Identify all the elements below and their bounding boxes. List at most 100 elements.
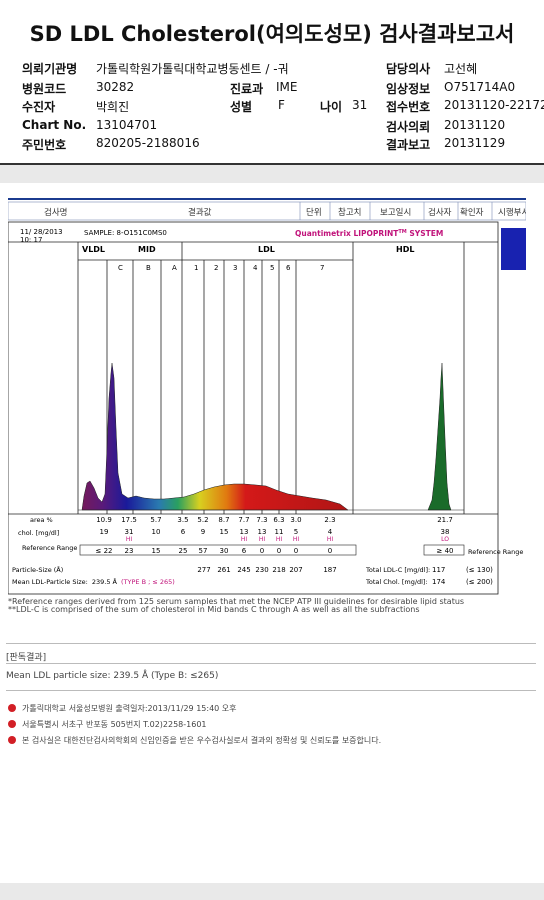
band-labels: C B A 1 2 3 4 5 6 7 xyxy=(118,264,324,272)
chol-value-7: 13 xyxy=(258,528,267,536)
col-report-datetime: 보고일시 xyxy=(380,208,411,218)
chol-value-5: 15 xyxy=(220,528,229,536)
flag-8: HI xyxy=(276,536,283,543)
result-text: Mean LDL particle size: 239.5 Å (Type B:… xyxy=(6,671,219,681)
gray-band-bottom xyxy=(0,883,544,900)
value-department: IME xyxy=(276,80,298,94)
label-department: 진료과 xyxy=(230,82,264,96)
band-4: 4 xyxy=(253,264,258,272)
area-value-6: 7.7 xyxy=(238,516,249,524)
group-ldl: LDL xyxy=(258,245,275,254)
note-hospital: 가톨릭대학교 서울성모병원 출력일자:2013/11/29 15:40 오후 xyxy=(8,703,237,714)
band-3: 3 xyxy=(233,264,237,272)
reference-value-8: 0 xyxy=(277,547,281,555)
result-divider-mid xyxy=(6,663,536,664)
area-value-10: 2.3 xyxy=(324,516,335,524)
reference-value-7: 0 xyxy=(260,547,264,555)
note-certification: 본 검사실은 대한진단검사의학회의 신임인증을 받은 우수검사실로서 결과의 정… xyxy=(8,735,381,746)
band-1: 1 xyxy=(194,264,198,272)
total-ldl-label: Total LDL-C [mg/dl]: xyxy=(365,566,430,574)
reference-value-1: 23 xyxy=(125,547,134,555)
area-value-1: 17.5 xyxy=(121,516,137,524)
label-request-date: 검사의뢰 xyxy=(386,120,431,134)
flag-values: HI HI HI HI HI HI LO xyxy=(126,536,449,543)
chol-value-9: 5 xyxy=(294,528,298,536)
label-chart-no: Chart No. xyxy=(22,118,87,132)
label-clinical-info: 임상정보 xyxy=(386,82,431,96)
label-hospital-code: 병원코드 xyxy=(22,82,67,96)
reference-value-10: 0 xyxy=(328,547,332,555)
col-reference: 참고치 xyxy=(338,208,361,218)
particle-size-6: 187 xyxy=(323,566,336,574)
brand-label: Quantimetrix LIPOPRINTTM SYSTEM xyxy=(295,229,443,238)
area-value-7: 7.3 xyxy=(256,516,267,524)
reference-value-2: 15 xyxy=(152,547,161,555)
area-value-8: 6.3 xyxy=(273,516,284,524)
label-sex: 성별 xyxy=(230,100,253,114)
chol-value-1: 31 xyxy=(125,528,134,536)
bullet-icon xyxy=(8,720,16,728)
reference-range-right-label: Reference Range xyxy=(468,548,523,556)
band-6: 6 xyxy=(286,264,291,272)
label-report-date: 결과보고 xyxy=(386,138,431,152)
chol-value-3: 6 xyxy=(181,528,186,536)
row-label-reference: Reference Range xyxy=(22,544,77,552)
total-chol-label: Total Chol. [mg/dl]: xyxy=(365,578,428,586)
label-doctor: 담당의사 xyxy=(386,62,431,76)
area-value-9: 3.0 xyxy=(290,516,301,524)
flag-10: HI xyxy=(327,536,334,543)
particle-size-0: 277 xyxy=(197,566,210,574)
band-a: A xyxy=(172,264,177,272)
band-b: B xyxy=(146,264,151,272)
label-age: 나이 xyxy=(320,100,343,114)
note-address: 서울특별시 서초구 반포동 505번지 T.02)2258-1601 xyxy=(8,719,207,730)
value-doctor: 고선혜 xyxy=(444,62,478,76)
value-reception-no: 20131120-22172 xyxy=(444,98,544,112)
area-value-3: 3.5 xyxy=(177,516,188,524)
particle-size-4: 218 xyxy=(272,566,285,574)
reference-value-5: 30 xyxy=(220,547,229,555)
value-sex: F xyxy=(278,98,285,112)
area-value-4: 5.2 xyxy=(197,516,208,524)
particle-size-1: 261 xyxy=(217,566,230,574)
flag-1: HI xyxy=(126,536,133,543)
reference-value-4: 57 xyxy=(199,547,208,555)
chol-value-2: 10 xyxy=(152,528,161,536)
result-divider-bottom xyxy=(6,690,536,691)
result-title: [판독결과] xyxy=(6,653,47,663)
band-c: C xyxy=(118,264,123,272)
area-value-0: 10.9 xyxy=(96,516,112,524)
band-5: 5 xyxy=(270,264,274,272)
reference-value-6: 6 xyxy=(242,547,247,555)
area-value-11: 21.7 xyxy=(437,516,453,524)
gray-band xyxy=(0,165,544,183)
value-age: 31 xyxy=(352,98,368,112)
reference-value-9: 0 xyxy=(294,547,298,555)
lipoprint-report: 검사명 결과값 단위 참고치 보고일시 검사자 확인자 시행부서 11/ 28/… xyxy=(8,198,526,595)
value-clinical-info: O751714A0 xyxy=(444,80,516,94)
area-values: 10.9 17.5 5.7 3.5 5.2 8.7 7.7 7.3 6.3 3.0 2.3 21.7 xyxy=(96,516,453,524)
value-hospital-code: 30282 xyxy=(96,80,135,94)
col-verifier: 확인자 xyxy=(460,207,484,218)
value-chart-no: 13104701 xyxy=(96,118,158,132)
row-label-area: area % xyxy=(30,516,53,524)
chol-values: 19 31 10 6 9 15 13 13 11 5 4 38 xyxy=(100,528,450,536)
flag-7: HI xyxy=(259,536,266,543)
footnote-1: *Reference ranges derived from 125 serum… xyxy=(8,597,465,606)
group-mid: MID xyxy=(138,245,156,254)
chol-value-8: 11 xyxy=(275,528,284,536)
total-chol-ref: (≤ 200) xyxy=(466,578,493,586)
col-department: 시행부서 xyxy=(498,207,526,218)
chol-value-10: 4 xyxy=(328,528,333,536)
col-unit: 단위 xyxy=(306,207,322,218)
reference-value-3: 25 xyxy=(179,547,188,555)
reference-value-11: ≥ 40 xyxy=(437,547,454,555)
hdl-trace xyxy=(427,362,452,511)
bullet-icon xyxy=(8,736,16,744)
band-2: 2 xyxy=(214,264,218,272)
result-divider-top xyxy=(6,643,536,644)
blue-marker xyxy=(501,228,526,270)
divider xyxy=(0,163,544,165)
total-ldl-ref: (≤ 130) xyxy=(466,566,493,574)
group-vldl: VLDL xyxy=(82,245,105,254)
